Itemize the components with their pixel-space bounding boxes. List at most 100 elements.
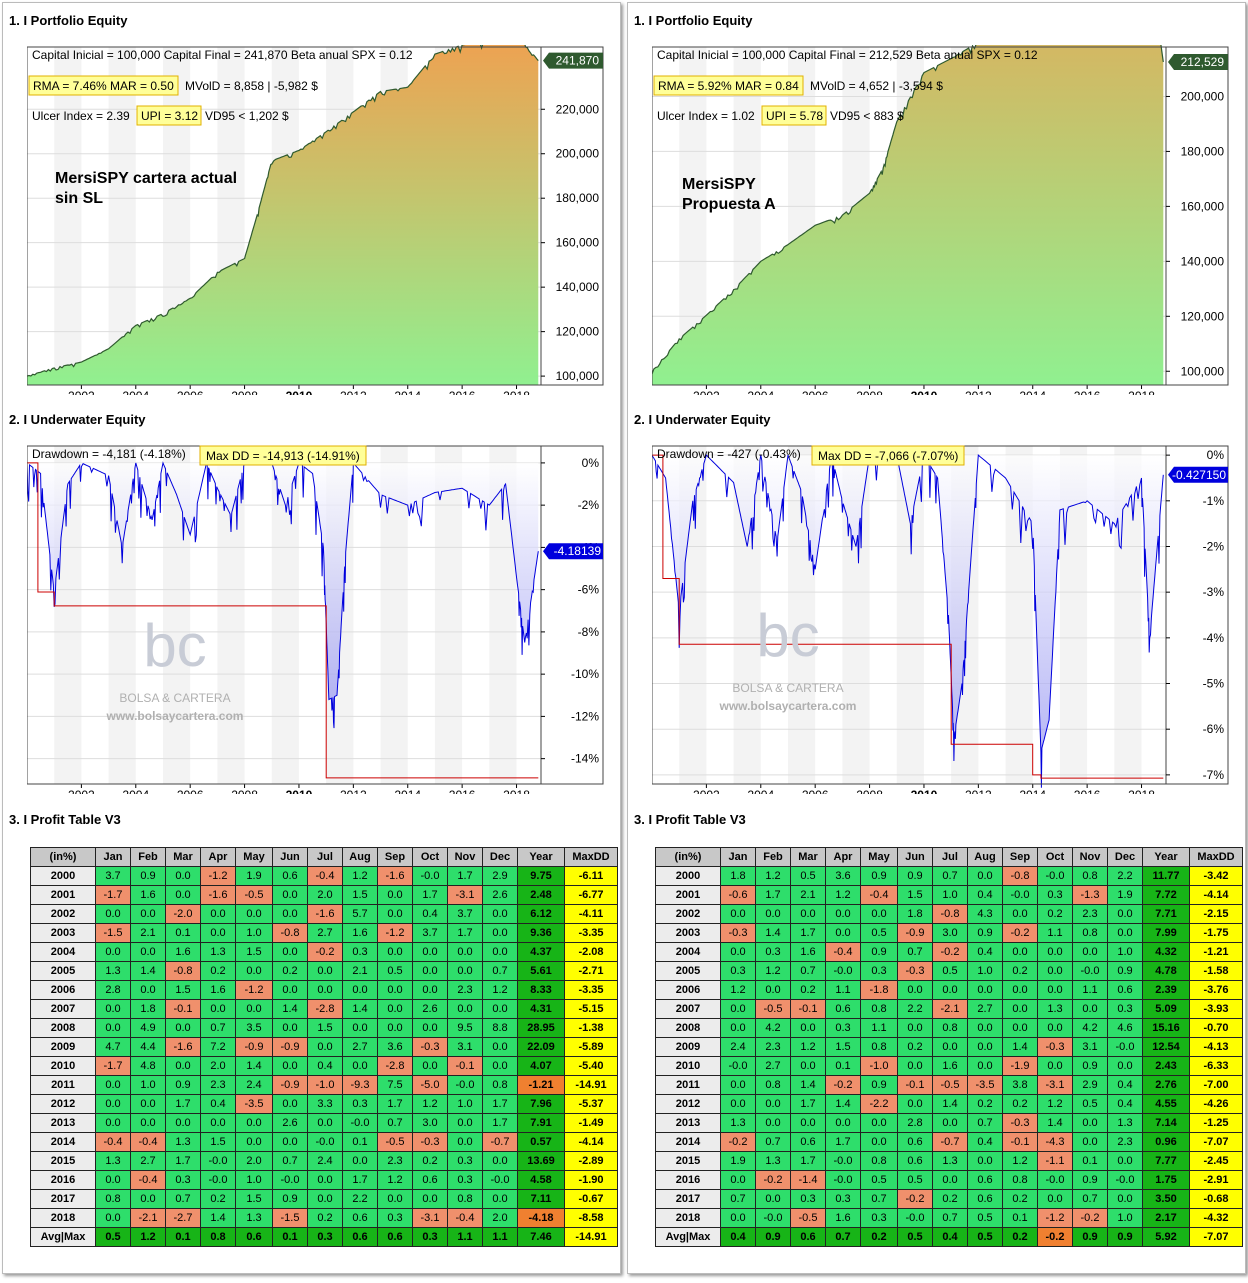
maxdd-cell: -0.67 xyxy=(564,1189,618,1209)
month-return-cell: 0.0 xyxy=(932,1037,968,1057)
month-return-cell: 0.0 xyxy=(272,942,308,962)
month-return-cell: 0.0 xyxy=(720,999,756,1019)
equity-line xyxy=(27,45,539,377)
column-header: Aug xyxy=(342,847,378,867)
month-return-cell: 0.0 xyxy=(200,904,236,924)
month-return-cell: 2.7 xyxy=(130,1151,166,1171)
month-return-cell: 0.1 xyxy=(165,923,201,943)
month-return-cell: 0.6 xyxy=(272,866,308,886)
month-return-cell: -0.4 xyxy=(130,1132,166,1152)
month-return-cell: 0.7 xyxy=(272,1151,308,1171)
month-return-cell: 0.6 xyxy=(790,1227,826,1247)
month-return-cell: -1.2 xyxy=(235,980,273,1000)
y-tick-label: -2% xyxy=(1203,539,1225,553)
month-return-cell: 0.0 xyxy=(720,904,756,924)
month-return-cell: 0.6 xyxy=(825,999,861,1019)
month-return-cell: 0.3 xyxy=(1037,885,1073,905)
month-return-cell: 0.0 xyxy=(755,1094,791,1114)
month-return-cell: 0.0 xyxy=(412,1018,448,1038)
month-return-cell: 1.7 xyxy=(377,1094,413,1114)
column-header: Jan xyxy=(95,847,131,867)
x-tick-label: 2008 xyxy=(856,389,883,395)
year-return-cell: 2.48 xyxy=(517,885,565,905)
x-tick-label: 2014 xyxy=(1019,788,1046,794)
table-row: 2002 0.0 0.0 -2.0 0.0 0.0 0.0 -1.6 5.7 0.0 0.4 3.7 0… xyxy=(30,904,618,924)
month-return-cell: 0.0 xyxy=(412,1189,448,1209)
month-return-cell: 0.0 xyxy=(95,1170,131,1190)
column-header: Nov xyxy=(1072,847,1108,867)
y-tick-label: 220,000 xyxy=(556,102,600,116)
month-return-cell: 0.8 xyxy=(482,1075,518,1095)
month-return-cell: 0.0 xyxy=(272,1132,308,1152)
watermark-url: www.bolsaycartera.com xyxy=(719,699,857,713)
month-return-cell: 0.9 xyxy=(272,1189,308,1209)
y-tick-label: 100,000 xyxy=(1181,364,1225,378)
month-return-cell: 0.0 xyxy=(932,1113,968,1133)
month-return-cell: 0.2 xyxy=(1002,1094,1038,1114)
year-cell: 2010 xyxy=(655,1056,721,1076)
table-row: 2010 -1.7 4.8 0.0 2.0 1.4 0.0 0.4 0.0 -2.8 0.0 -0.1… xyxy=(30,1056,618,1076)
month-return-cell: 0.0 xyxy=(447,1132,483,1152)
maxdd-cell: -2.71 xyxy=(564,961,618,981)
year-cell: 2004 xyxy=(655,942,721,962)
annotation-line2: sin SL xyxy=(55,190,103,207)
month-return-cell: 0.3 xyxy=(377,1208,413,1228)
maxdd-highlight xyxy=(811,445,965,466)
month-return-cell: 0.2 xyxy=(1002,1189,1038,1209)
month-return-cell: 0.0 xyxy=(1107,904,1143,924)
x-tick-label: 2002 xyxy=(68,788,95,794)
month-return-cell: 0.0 xyxy=(272,1094,308,1114)
year-cell: 2016 xyxy=(30,1170,96,1190)
month-return-cell: 1.0 xyxy=(130,1075,166,1095)
month-return-cell: 0.0 xyxy=(412,1056,448,1076)
year-cell: 2008 xyxy=(655,1018,721,1038)
month-return-cell: 0.0 xyxy=(165,866,201,886)
month-return-cell: 0.0 xyxy=(1002,999,1038,1019)
month-return-cell: 1.6 xyxy=(165,942,201,962)
maxdd-cell: -7.07 xyxy=(1189,1132,1243,1152)
x-tick-label: 2006 xyxy=(177,389,204,395)
column-header: Nov xyxy=(447,847,483,867)
month-return-cell: 0.2 xyxy=(932,1189,968,1209)
x-tick-label: 2014 xyxy=(1019,389,1046,395)
y-tick-label: -12% xyxy=(571,709,599,723)
year-return-cell: 4.32 xyxy=(1142,942,1190,962)
last-value-label: 241,870 xyxy=(556,54,600,68)
month-return-cell: -0.2 xyxy=(897,1189,933,1209)
month-return-cell: 1.4 xyxy=(200,1208,236,1228)
month-return-cell: -0.3 xyxy=(412,1037,448,1057)
month-return-cell: 0.8 xyxy=(932,1018,968,1038)
month-return-cell: 0.2 xyxy=(412,1151,448,1171)
year-return-cell: 7.46 xyxy=(517,1227,565,1247)
month-return-cell: 1.4 xyxy=(1002,1037,1038,1057)
month-return-cell: 0.0 xyxy=(790,1056,826,1076)
month-return-cell: 1.2 xyxy=(130,1227,166,1247)
maxdd-cell: -5.37 xyxy=(564,1094,618,1114)
month-return-cell: -0.2 xyxy=(1072,1208,1108,1228)
month-return-cell: 0.5 xyxy=(967,1208,1003,1228)
month-return-cell: 0.8 xyxy=(95,1189,131,1209)
month-return-cell: 0.0 xyxy=(235,961,273,981)
month-return-cell: 1.8 xyxy=(130,999,166,1019)
info-mvold: MVolD = 4,652 | -3,594 $ xyxy=(810,79,943,93)
year-return-cell: 5.92 xyxy=(1142,1227,1190,1247)
month-return-cell: 2.4 xyxy=(720,1037,756,1057)
month-return-cell: 1.3 xyxy=(720,1113,756,1133)
month-return-cell: 0.6 xyxy=(967,1189,1003,1209)
table-row: 2013 1.3 0.0 0.0 0.0 0.0 2.8 0.0 0.7 -0.3 1.4 0.0 1.… xyxy=(655,1113,1243,1133)
year-cell: 2015 xyxy=(30,1151,96,1171)
month-return-cell: 0.0 xyxy=(1037,1018,1073,1038)
month-return-cell: 0.4 xyxy=(967,942,1003,962)
month-return-cell: -9.3 xyxy=(342,1075,378,1095)
column-header: Apr xyxy=(825,847,861,867)
month-return-cell: 0.0 xyxy=(200,999,236,1019)
month-return-cell: -0.2 xyxy=(720,1132,756,1152)
month-return-cell: -0.2 xyxy=(1002,923,1038,943)
maxdd-cell: -3.42 xyxy=(1189,866,1243,886)
month-return-cell: 0.0 xyxy=(95,1018,131,1038)
month-return-cell: 1.4 xyxy=(342,999,378,1019)
month-return-cell: -0.0 xyxy=(825,1151,861,1171)
month-return-cell: -1.0 xyxy=(860,1056,898,1076)
y-tick-label: -6% xyxy=(578,583,600,597)
month-return-cell: 0.3 xyxy=(342,942,378,962)
